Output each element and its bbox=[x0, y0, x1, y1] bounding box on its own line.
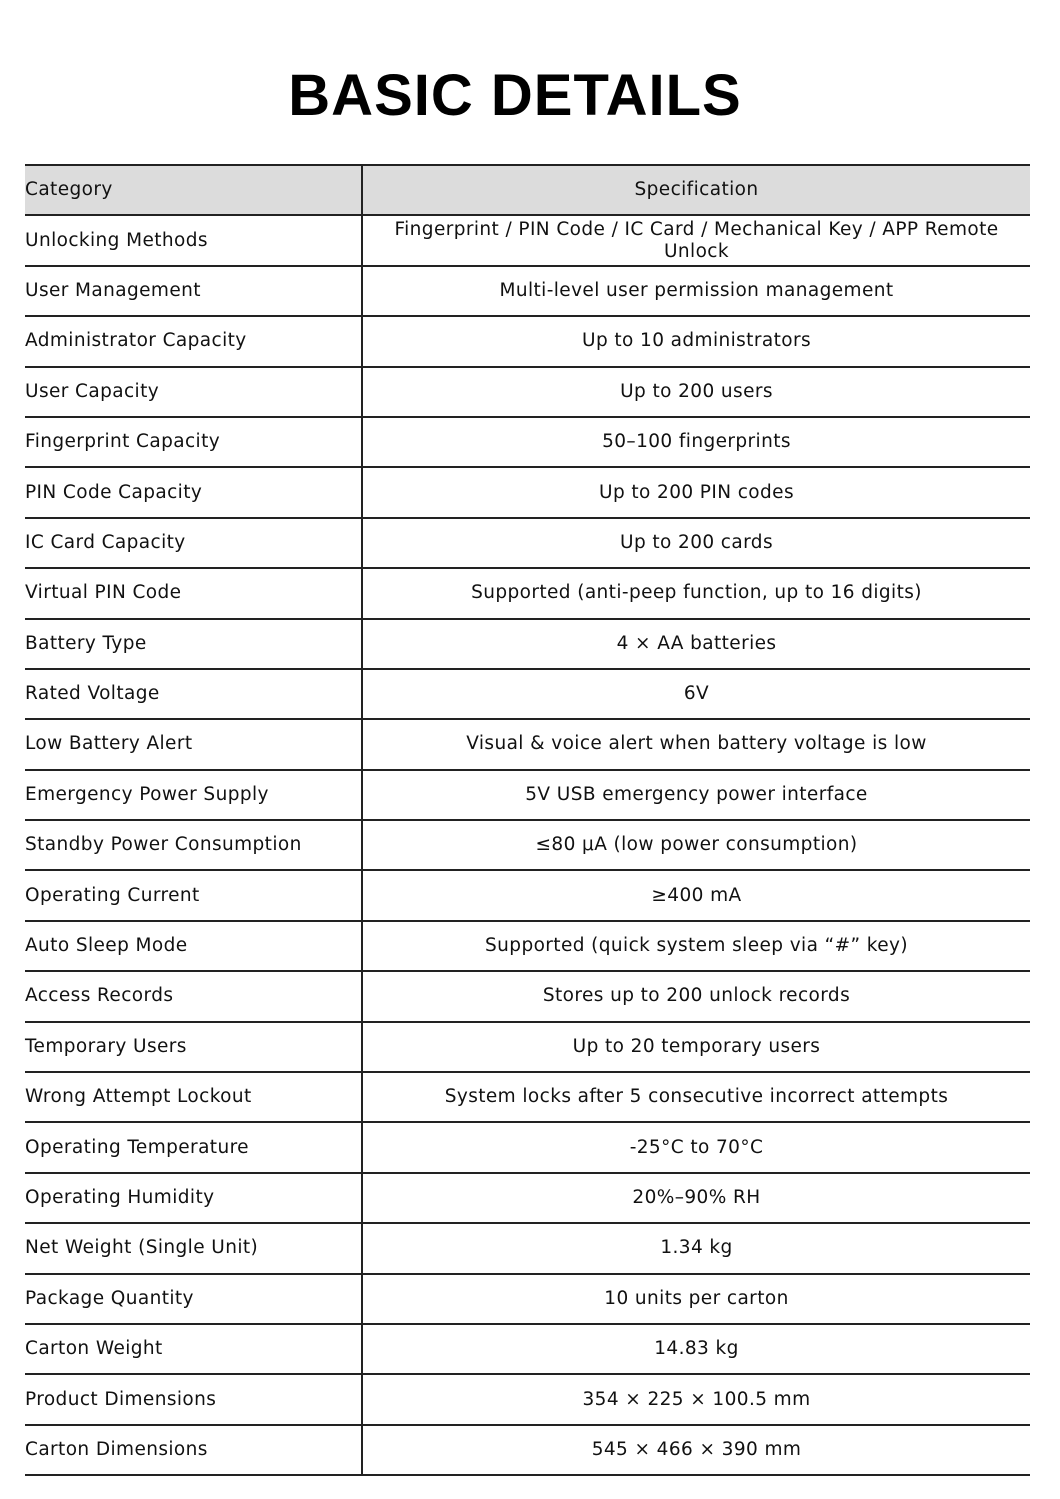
category-cell: Access Records bbox=[25, 970, 363, 1023]
category-cell: Standby Power Consumption bbox=[25, 819, 363, 872]
category-cell: Operating Current bbox=[25, 869, 363, 922]
table-row: Product Dimensions 354 × 225 × 100.5 mm bbox=[25, 1373, 1030, 1426]
table-row: Net Weight (Single Unit) 1.34 kg bbox=[25, 1222, 1030, 1275]
category-cell: Operating Temperature bbox=[25, 1121, 363, 1174]
specification-cell: Stores up to 200 unlock records bbox=[362, 970, 1030, 1023]
table-row: Rated Voltage 6V bbox=[25, 667, 1030, 721]
category-cell: Carton Weight bbox=[25, 1322, 363, 1376]
category-cell: User Management bbox=[25, 264, 363, 318]
specification-cell: 10 units per carton bbox=[362, 1272, 1030, 1325]
category-cell: Emergency Power Supply bbox=[25, 768, 363, 822]
specification-cell: 5V USB emergency power interface bbox=[362, 768, 1030, 822]
table-row: Battery Type 4 × AA batteries bbox=[25, 617, 1030, 670]
table-row: Carton Dimensions 545 × 466 × 390 mm bbox=[25, 1423, 1030, 1477]
specification-cell: 6V bbox=[362, 667, 1030, 721]
specification-cell: 50–100 fingerprints bbox=[362, 415, 1030, 469]
header-category: Category bbox=[25, 163, 363, 217]
specification-cell: 1.34 kg bbox=[362, 1222, 1030, 1275]
table-row: Operating Current ≥400 mA bbox=[25, 869, 1030, 922]
specification-cell: Supported (quick system sleep via “#” ke… bbox=[362, 919, 1030, 973]
category-cell: PIN Code Capacity bbox=[25, 466, 363, 519]
category-cell: Operating Humidity bbox=[25, 1171, 363, 1225]
page-title: BASIC DETAILS bbox=[288, 63, 742, 128]
table-row: Package Quantity 10 units per carton bbox=[25, 1272, 1030, 1325]
specification-cell: Up to 200 PIN codes bbox=[362, 466, 1030, 519]
category-cell: Unlocking Methods bbox=[25, 214, 363, 267]
table-row: Virtual PIN Code Supported (anti-peep fun… bbox=[25, 567, 1030, 620]
category-cell: Battery Type bbox=[25, 617, 363, 670]
category-cell: Package Quantity bbox=[25, 1272, 363, 1325]
table-row: Operating Humidity 20%–90% RH bbox=[25, 1171, 1030, 1225]
specification-cell: ≥400 mA bbox=[362, 869, 1030, 922]
table-row: Standby Power Consumption ≤80 μA (low pow… bbox=[25, 819, 1030, 872]
category-cell: Wrong Attempt Lockout bbox=[25, 1071, 363, 1124]
specification-cell: Up to 20 temporary users bbox=[362, 1020, 1030, 1074]
specification-cell: 354 × 225 × 100.5 mm bbox=[362, 1373, 1030, 1426]
table-row: Temporary Users Up to 20 temporary users bbox=[25, 1020, 1030, 1074]
specification-cell: ≤80 μA (low power consumption) bbox=[362, 819, 1030, 872]
specification-cell: 20%–90% RH bbox=[362, 1171, 1030, 1225]
table-row: Carton Weight 14.83 kg bbox=[25, 1322, 1030, 1376]
specification-cell: Visual & voice alert when battery voltag… bbox=[362, 718, 1030, 771]
table-header-row: Category Specification bbox=[25, 163, 1030, 217]
table-row: Low Battery Alert Visual & voice alert wh… bbox=[25, 718, 1030, 771]
specification-cell: Up to 200 users bbox=[362, 365, 1030, 418]
specification-cell: Up to 10 administrators bbox=[362, 315, 1030, 368]
spec-table: Category Specification Unlocking Methods… bbox=[25, 163, 1030, 1477]
specification-cell: 4 × AA batteries bbox=[362, 617, 1030, 670]
category-cell: Net Weight (Single Unit) bbox=[25, 1222, 363, 1275]
category-cell: Fingerprint Capacity bbox=[25, 415, 363, 469]
table-row: Fingerprint Capacity 50–100 fingerprints bbox=[25, 415, 1030, 469]
table-row: Operating Temperature -25°C to 70°C bbox=[25, 1121, 1030, 1174]
table-row: Wrong Attempt Lockout System locks after … bbox=[25, 1071, 1030, 1124]
header-specification: Specification bbox=[362, 163, 1030, 217]
category-cell: Low Battery Alert bbox=[25, 718, 363, 771]
category-cell: Carton Dimensions bbox=[25, 1423, 363, 1477]
category-cell: User Capacity bbox=[25, 365, 363, 418]
table-row: PIN Code Capacity Up to 200 PIN codes bbox=[25, 466, 1030, 519]
table-row: Administrator Capacity Up to 10 administr… bbox=[25, 315, 1030, 368]
table-row: Emergency Power Supply 5V USB emergency p… bbox=[25, 768, 1030, 822]
specification-cell: Fingerprint / PIN Code / IC Card / Mecha… bbox=[362, 214, 1030, 267]
specification-cell: Supported (anti-peep function, up to 16 … bbox=[362, 567, 1030, 620]
table-row: User Management Multi-level user permissi… bbox=[25, 264, 1030, 318]
category-cell: Product Dimensions bbox=[25, 1373, 363, 1426]
table-row: Unlocking Methods Fingerprint / PIN Code … bbox=[25, 214, 1030, 267]
specification-cell: Multi-level user permission management bbox=[362, 264, 1030, 318]
specification-cell: 14.83 kg bbox=[362, 1322, 1030, 1376]
category-cell: Rated Voltage bbox=[25, 667, 363, 721]
specification-cell: System locks after 5 consecutive incorre… bbox=[362, 1071, 1030, 1124]
category-cell: Administrator Capacity bbox=[25, 315, 363, 368]
specification-cell: 545 × 466 × 390 mm bbox=[362, 1423, 1030, 1477]
table-row: IC Card Capacity Up to 200 cards bbox=[25, 516, 1030, 570]
table-row: User Capacity Up to 200 users bbox=[25, 365, 1030, 418]
table-row: Auto Sleep Mode Supported (quick system s… bbox=[25, 919, 1030, 973]
category-cell: Auto Sleep Mode bbox=[25, 919, 363, 973]
specification-cell: -25°C to 70°C bbox=[362, 1121, 1030, 1174]
category-cell: Virtual PIN Code bbox=[25, 567, 363, 620]
specification-cell: Up to 200 cards bbox=[362, 516, 1030, 570]
category-cell: IC Card Capacity bbox=[25, 516, 363, 570]
table-row: Access Records Stores up to 200 unlock re… bbox=[25, 970, 1030, 1023]
category-cell: Temporary Users bbox=[25, 1020, 363, 1074]
